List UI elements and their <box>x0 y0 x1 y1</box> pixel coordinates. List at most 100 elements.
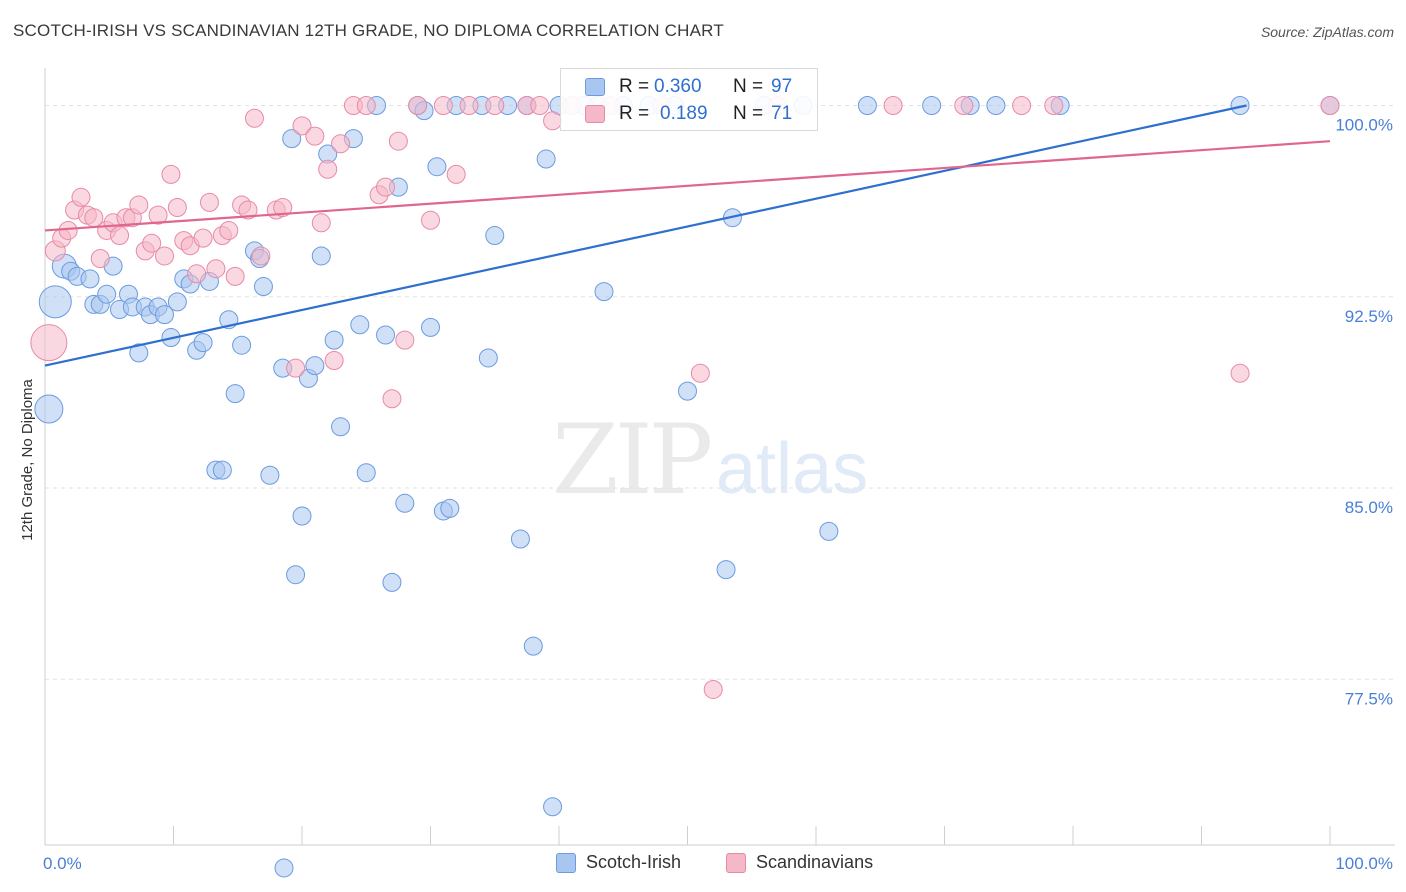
scandinavians-point <box>331 134 351 154</box>
scandinavians-point <box>155 246 175 266</box>
chart-title: SCOTCH-IRISH VS SCANDINAVIAN 12TH GRADE,… <box>13 21 724 40</box>
scotch-irish-point <box>350 315 370 335</box>
trend-lines <box>44 104 1331 367</box>
scotch-irish-point <box>356 463 376 483</box>
scotch-irish-point <box>97 284 117 304</box>
scotch-irish-point <box>922 96 942 115</box>
scotch-irish-point <box>311 246 331 266</box>
scandinavians-point <box>1320 96 1340 115</box>
axes <box>44 68 1395 846</box>
scotch-irish-point <box>34 394 64 424</box>
scotch-irish-point <box>129 343 149 363</box>
scotch-irish-point <box>232 335 252 355</box>
scandinavians-point <box>129 195 149 215</box>
scandinavians-point <box>446 164 466 184</box>
y-tick-label: 85.0% <box>1345 498 1393 517</box>
scandinavians-point <box>58 220 78 240</box>
scandinavians-point <box>199 192 219 212</box>
scotch-irish-point <box>536 149 556 169</box>
scandinavians-point <box>395 330 415 350</box>
watermark-atlas: atlas <box>716 429 869 509</box>
scotch-irish-point <box>376 325 396 345</box>
scotch-irish-point <box>678 381 697 401</box>
scandinavians-point <box>110 226 130 246</box>
scotch-irish-point <box>421 317 440 337</box>
scotch-irish-point <box>485 226 505 246</box>
scotch-irish-point <box>167 292 187 312</box>
scotch-irish-trend-line <box>44 104 1247 367</box>
scotch-irish-point <box>80 269 100 289</box>
data-points <box>30 96 1340 878</box>
x-tick-label: 0.0% <box>43 854 82 873</box>
legend-n-value: 97 <box>771 76 793 97</box>
scandinavians-point <box>30 324 68 362</box>
scandinavians-point <box>225 266 245 286</box>
legend-n-label: N = <box>733 103 764 124</box>
scandinavians-point <box>459 96 479 115</box>
scandinavians-point <box>388 131 408 151</box>
scandinavians-point <box>273 198 293 217</box>
scandinavians-point <box>324 351 344 370</box>
scandinavians-point <box>382 389 402 409</box>
scotch-irish-point <box>212 460 232 480</box>
legend-item-scandinavians[interactable]: Scandinavians <box>726 852 873 873</box>
scotch-irish-point <box>819 521 839 541</box>
scandinavians-point <box>433 96 453 115</box>
scandinavians-point <box>148 205 168 225</box>
scotch-irish-point <box>260 465 280 485</box>
legend-item-scotch-irish[interactable]: Scotch-Irish <box>556 852 681 873</box>
scotch-irish-point <box>427 157 447 177</box>
y-tick-label: 100.0% <box>1335 116 1393 135</box>
scandinavians-point <box>376 177 396 197</box>
scandinavians-point <box>690 363 710 383</box>
tick-labels: 77.5% 85.0% 92.5% 100.0% 0.0% 100.0% <box>43 116 1393 874</box>
scotch-irish-point <box>324 330 344 350</box>
y-axis-label: 12th Grade, No Diploma <box>19 378 36 540</box>
y-tick-label: 92.5% <box>1345 307 1393 326</box>
scotch-irish-point <box>440 498 460 518</box>
legend-label-scotch-irish: Scotch-Irish <box>586 852 682 872</box>
legend-r-label: R = <box>619 103 650 124</box>
scandinavians-point <box>219 220 239 240</box>
scandinavians-point <box>883 96 903 115</box>
scotch-irish-point <box>155 305 175 325</box>
scandinavians-point <box>408 96 428 115</box>
scandinavians-point <box>530 96 550 115</box>
scandinavians-point <box>251 246 271 266</box>
scandinavians-point <box>356 96 376 115</box>
legend-box: R = 0.360 N = 97 R = 0.189 N = 71 <box>560 68 818 131</box>
scandinavians-point <box>292 116 312 136</box>
legend-r-value: 0.360 <box>654 76 702 97</box>
scandinavians-point <box>161 164 181 184</box>
scotch-irish-point <box>292 506 312 526</box>
legend-r-value: 0.189 <box>660 103 708 124</box>
scandinavians-point <box>244 108 264 128</box>
scandinavians-point <box>485 96 505 115</box>
scotch-irish-point <box>395 493 415 513</box>
scandinavians-point <box>167 198 187 217</box>
scotch-irish-point <box>510 529 530 549</box>
scotch-irish-point <box>286 565 306 585</box>
scandinavians-point <box>318 159 338 179</box>
scandinavians-point <box>286 358 306 378</box>
scotch-irish-point <box>594 282 614 302</box>
scotch-irish-point <box>382 572 402 592</box>
scandinavians-trend-line <box>44 140 1331 232</box>
scandinavians-point <box>1012 96 1032 115</box>
y-tick-label: 77.5% <box>1345 689 1393 708</box>
scotch-irish-point <box>253 277 273 297</box>
scotch-irish-point <box>857 96 877 115</box>
scotch-irish-point <box>543 797 563 817</box>
scotch-irish-point <box>986 96 1006 115</box>
scandinavians-point <box>543 111 563 131</box>
scandinavians-point <box>703 679 723 699</box>
scandinavians-point <box>193 228 213 248</box>
scandinavians-point <box>206 259 226 279</box>
scandinavians-point <box>1044 96 1064 115</box>
scotch-irish-swatch <box>585 78 605 96</box>
legend-label-scandinavians: Scandinavians <box>756 852 874 872</box>
scandinavians-point <box>1230 363 1250 383</box>
scandinavians-swatch <box>585 105 605 123</box>
scandinavians-point <box>305 126 325 146</box>
